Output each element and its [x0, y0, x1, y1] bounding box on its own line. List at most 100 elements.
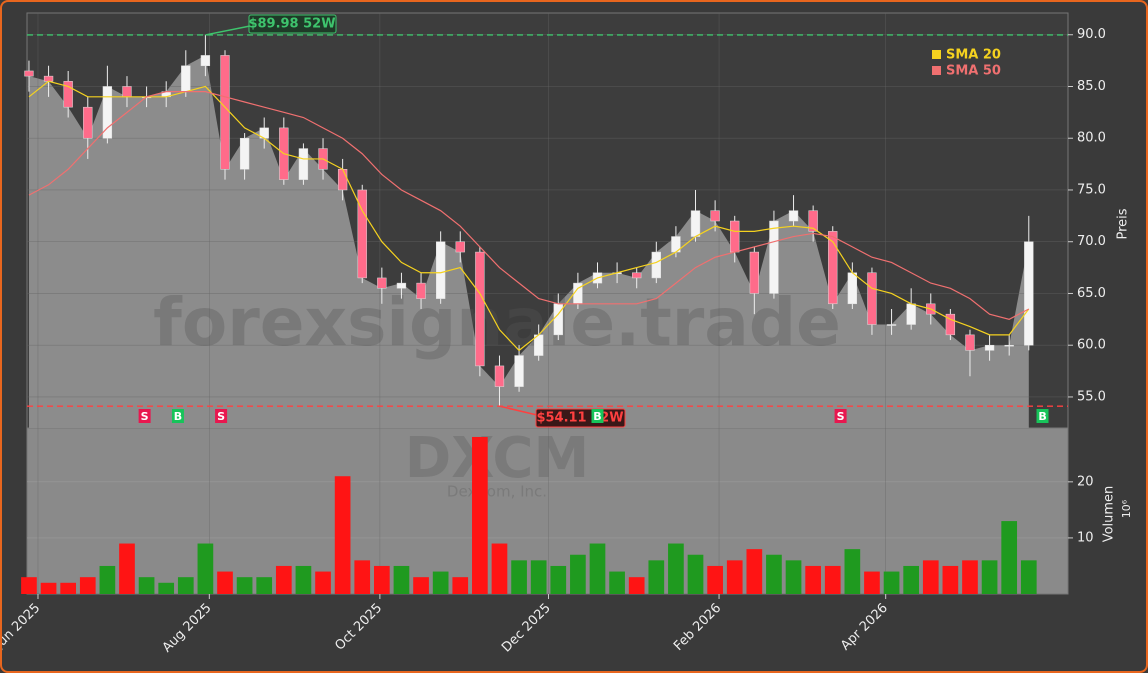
candle-body — [181, 65, 191, 92]
y-tick-label: 55.0 — [1077, 389, 1106, 404]
volume-bar — [824, 565, 841, 594]
candle-body — [945, 313, 956, 336]
legend-swatch — [932, 50, 941, 59]
candle-body — [416, 282, 426, 299]
volume-bar — [119, 543, 135, 594]
signal-label: B — [593, 410, 601, 423]
volume-bar — [452, 577, 469, 594]
volume-bar — [334, 476, 351, 594]
x-tick-label: Jun 2025 — [2, 601, 43, 653]
y-tick-label: 70.0 — [1077, 234, 1106, 249]
watermark: forexsignale.trade — [153, 284, 841, 361]
volume-unit: 10⁶ — [1120, 499, 1133, 518]
candle-body — [494, 365, 505, 387]
volume-bar — [570, 554, 586, 594]
x-tick-label: Apr 2026 — [838, 601, 891, 654]
volume-bar — [1001, 521, 1018, 594]
signal-marker — [138, 409, 151, 423]
volume-bar — [628, 577, 645, 594]
candle-body — [514, 355, 524, 387]
y-tick-label: 10 — [1077, 530, 1094, 545]
x-tick-label: Oct 2025 — [332, 601, 385, 654]
sma-line — [28, 80, 1030, 352]
signal-label: S — [141, 410, 149, 423]
candle-body — [788, 210, 799, 222]
candle-body — [1024, 241, 1034, 346]
volume-bar — [883, 571, 900, 594]
annotation-box — [248, 14, 337, 34]
volume-bar — [648, 560, 665, 594]
volume-axis-label: Volumen — [1102, 486, 1117, 543]
watermark-company: DexCom, Inc. — [447, 483, 547, 501]
volume-bar — [217, 571, 233, 594]
volume-bar — [726, 560, 743, 594]
volume-bar — [746, 549, 763, 594]
volume-bar — [962, 560, 978, 594]
signal-label: S — [217, 410, 225, 423]
candle-body — [749, 251, 759, 294]
volume-bar — [374, 565, 390, 594]
y-axis-label: Preis — [1116, 208, 1131, 239]
volume-bar — [275, 565, 292, 594]
x-tick-label: Feb 2026 — [671, 601, 724, 654]
candle-body — [651, 251, 661, 279]
volume-bar — [354, 560, 371, 594]
legend-label: SMA 20 — [946, 48, 1001, 63]
volume-bar — [668, 543, 684, 594]
volume-bar — [785, 560, 802, 594]
volume-bar — [589, 543, 606, 594]
candle-body — [808, 210, 818, 232]
volume-bar — [315, 571, 331, 594]
candle-body — [769, 220, 779, 294]
volume-bar — [432, 571, 449, 594]
candle-body — [337, 169, 348, 191]
y-tick-label: 90.0 — [1077, 27, 1106, 42]
candle-body — [102, 86, 113, 139]
volume-bar — [256, 577, 273, 594]
y-tick-label: 60.0 — [1077, 338, 1106, 353]
candle-body — [730, 220, 740, 253]
candle-body — [122, 86, 132, 98]
candle-body — [553, 303, 563, 336]
x-tick-label: Aug 2025 — [160, 601, 215, 656]
candle-body — [984, 344, 995, 351]
volume-bar — [530, 560, 547, 594]
candle-body — [239, 137, 250, 170]
volume-bar — [177, 577, 194, 594]
candle-body — [24, 70, 34, 77]
y-tick-label: 85.0 — [1077, 79, 1106, 94]
candle-body — [455, 241, 465, 253]
annotation-arrow — [499, 405, 538, 416]
volume-bar — [138, 577, 155, 594]
legend-swatch — [932, 66, 941, 75]
volume-bar — [472, 436, 488, 594]
volume-bar — [550, 565, 567, 594]
y-tick-label: 75.0 — [1077, 182, 1106, 197]
volume-bar — [99, 565, 116, 594]
candle-body — [63, 81, 73, 108]
candle-body — [220, 55, 230, 170]
candle-body — [43, 75, 54, 82]
y-tick-label: 65.0 — [1077, 286, 1106, 301]
candle-body — [377, 277, 387, 289]
signal-label: B — [174, 410, 182, 423]
price-area — [28, 55, 1029, 428]
legend-label: SMA 50 — [946, 64, 1001, 79]
volume-bar — [295, 565, 312, 594]
signal-marker — [834, 409, 847, 423]
candle-body — [828, 231, 838, 305]
signal-label: S — [837, 410, 845, 423]
annotation-label: $54.11 52W — [536, 411, 623, 426]
signal-marker — [215, 409, 228, 423]
volume-bar — [60, 582, 77, 594]
candle-body — [632, 272, 642, 279]
volume-bar — [766, 554, 782, 594]
volume-bar — [942, 565, 959, 594]
volume-bar — [158, 582, 175, 594]
signal-marker — [591, 409, 604, 423]
volume-bar — [511, 560, 527, 594]
candle-body — [965, 334, 975, 351]
watermark-ticker: DXCM — [405, 426, 590, 491]
